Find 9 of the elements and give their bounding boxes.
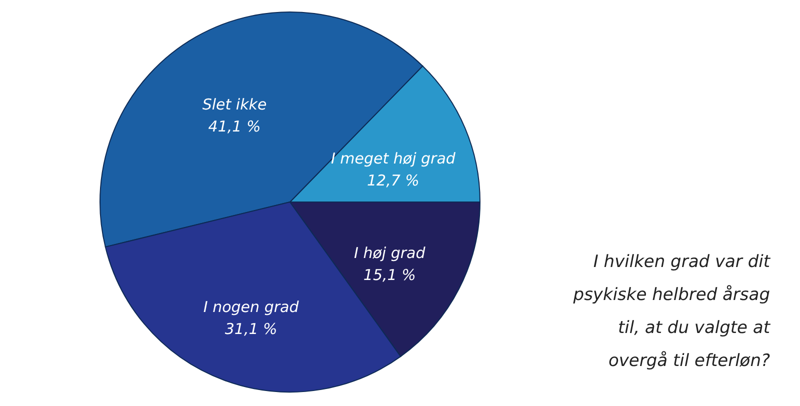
data-label: 41,1 %	[208, 118, 261, 136]
slice-label: Slet ikke	[202, 96, 267, 114]
slice-label: I høj grad	[354, 244, 426, 262]
data-label: 15,1 %	[363, 266, 416, 284]
text: I hvilken grad var dit psykiske helbred årsag til, at du valgte at overgå til efterløn?	[572, 252, 772, 371]
data-label: 31,1 %	[224, 320, 278, 338]
slice-label: I meget høj grad	[330, 149, 456, 168]
slice-label: I nogen grad	[203, 298, 300, 316]
data-label: 12,7 %	[366, 171, 420, 190]
